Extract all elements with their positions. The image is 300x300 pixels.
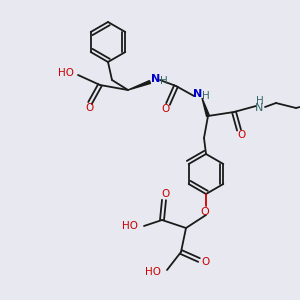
Text: H: H bbox=[256, 96, 264, 106]
Text: N: N bbox=[194, 89, 202, 99]
Text: O: O bbox=[162, 104, 170, 114]
Text: H: H bbox=[160, 76, 168, 86]
Text: O: O bbox=[237, 130, 245, 140]
Text: O: O bbox=[201, 207, 209, 217]
Polygon shape bbox=[128, 81, 151, 90]
Text: O: O bbox=[161, 189, 169, 199]
Text: N: N bbox=[152, 74, 160, 84]
Text: HO: HO bbox=[122, 221, 138, 231]
Text: HO: HO bbox=[145, 267, 161, 277]
Text: H: H bbox=[202, 91, 210, 101]
Text: O: O bbox=[201, 257, 209, 267]
Polygon shape bbox=[202, 98, 209, 116]
Text: O: O bbox=[85, 103, 93, 113]
Text: N: N bbox=[255, 103, 263, 113]
Text: HO: HO bbox=[58, 68, 74, 78]
